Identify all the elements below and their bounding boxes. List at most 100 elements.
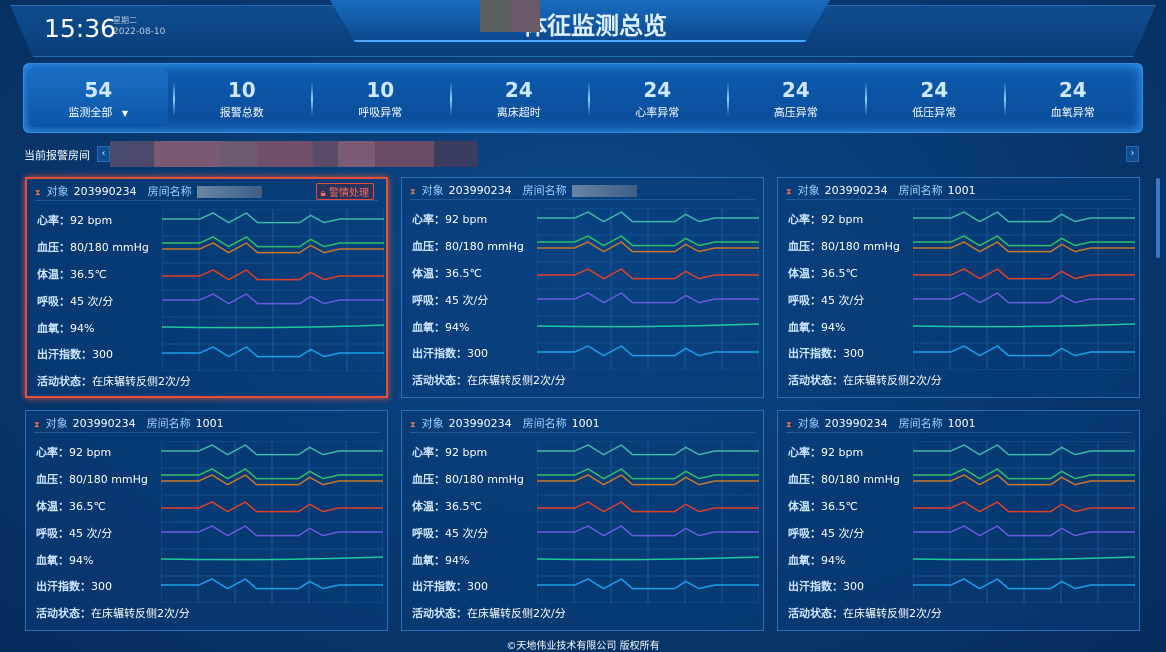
metric-value: 80/180 mmHg xyxy=(70,241,149,254)
metric-label: 活动状态： xyxy=(37,375,92,388)
metric-label: 血氧： xyxy=(412,321,445,334)
metric-label: 心率： xyxy=(36,446,69,459)
metric-label: 体温： xyxy=(788,500,821,513)
card-header: ⧗ 对象 203990234 房间名称 1001 xyxy=(34,415,379,433)
stat-label: 低压异常 xyxy=(912,106,957,119)
metric-value: 36.5℃ xyxy=(445,500,482,513)
alert-handle-button[interactable]: 🔒︎ 警情处理 xyxy=(315,183,374,200)
wave-temp xyxy=(537,501,759,513)
metric-temp: 体温：36.5℃ xyxy=(788,265,858,281)
prev-button[interactable]: ‹ xyxy=(97,146,110,162)
metric-resp: 呼吸：45 次/分 xyxy=(412,292,488,308)
metric-value: 在床辗转反侧2次/分 xyxy=(92,375,191,388)
metric-label: 活动状态： xyxy=(412,374,467,387)
metric-activity: 活动状态：在床辗转反侧2次/分 xyxy=(412,605,566,621)
metric-activity: 活动状态：在床辗转反侧2次/分 xyxy=(412,372,566,388)
stat-item[interactable]: 10 呼吸异常 xyxy=(311,64,450,132)
card-header: ⧗ 对象 203990234 房间名称 1001 xyxy=(410,415,755,433)
metric-heart: 心率：92 bpm xyxy=(788,444,863,460)
stat-item[interactable]: 24 血氧异常 xyxy=(1003,64,1143,132)
metric-label: 呼吸： xyxy=(412,294,445,307)
wave-heart xyxy=(913,211,1135,223)
metric-value: 45 次/分 xyxy=(70,295,114,308)
stat-value: 54 xyxy=(84,78,113,102)
room-name-masked xyxy=(571,185,637,197)
monitor-card[interactable]: ⧗ 对象 203990234 房间名称 1001 心率：92 bpm 血压：80/180 m… xyxy=(777,177,1140,398)
stat-item[interactable]: 24 离床超时 xyxy=(449,64,589,132)
metric-sweat: 出汗指数：300 xyxy=(788,578,864,594)
wave-sweat xyxy=(161,578,383,590)
metric-value: 在床辗转反侧2次/分 xyxy=(843,374,942,387)
wave-spo2 xyxy=(913,556,1135,561)
card-header: ⧗ 对象 203990234 房间名称 1001 xyxy=(786,415,1131,433)
room-name: 1001 xyxy=(947,184,976,197)
metric-label: 血压： xyxy=(788,473,821,486)
metric-heart: 心率：92 bpm xyxy=(36,444,111,460)
room-label: 房间名称 xyxy=(898,184,943,197)
metric-label: 出汗指数： xyxy=(37,348,92,361)
wave-sweat xyxy=(913,578,1135,590)
stat-item[interactable]: 24 低压异常 xyxy=(865,64,1004,132)
stat-value: 24 xyxy=(1058,78,1087,102)
room-label: 房间名称 xyxy=(147,185,192,198)
expand-icon: ⧗ xyxy=(786,420,792,429)
monitor-card[interactable]: ⧗ 对象 203990234 房间名称 1001 心率：92 bpm 血压：80/180 m… xyxy=(25,410,388,631)
chevron-down-icon[interactable]: ▼ xyxy=(121,109,129,118)
monitor-card[interactable]: ⧗ 对象 203990234 房间名称 1001 心率：92 bpm 血压：80/180 m… xyxy=(777,410,1140,631)
wave-temp xyxy=(913,501,1135,513)
wave-heart xyxy=(162,212,384,224)
metric-temp: 体温：36.5℃ xyxy=(412,498,482,514)
metric-label: 血压： xyxy=(412,473,445,486)
metric-bp: 血压：80/180 mmHg xyxy=(36,471,148,487)
monitor-card[interactable]: ⧗ 对象 203990234 房间名称 心率：92 bpm 血压：80/180 mmHg 体… xyxy=(401,177,764,398)
object-label: 对象 xyxy=(421,184,444,197)
stat-item[interactable]: 24 高压异常 xyxy=(726,64,866,132)
scrollbar[interactable] xyxy=(1156,178,1160,258)
object-id: 203990234 xyxy=(448,417,512,430)
metric-label: 活动状态： xyxy=(788,607,843,620)
room-name: 1001 xyxy=(947,417,976,430)
alarm-rooms-list[interactable] xyxy=(110,141,478,167)
stat-value: 24 xyxy=(504,78,533,102)
room-label: 房间名称 xyxy=(146,417,191,430)
metric-label: 活动状态： xyxy=(36,607,91,620)
metric-value: 94% xyxy=(821,321,846,334)
expand-icon: ⧗ xyxy=(35,188,41,197)
metric-resp: 呼吸：45 次/分 xyxy=(788,525,864,541)
metric-label: 血氧： xyxy=(36,554,69,567)
room-label: 房间名称 xyxy=(522,417,567,430)
stat-label: 监测全部 xyxy=(68,106,113,119)
metric-value: 在床辗转反侧2次/分 xyxy=(843,607,942,620)
room-name: 1001 xyxy=(571,417,600,430)
wave-bp-low xyxy=(913,474,1135,486)
metric-temp: 体温：36.5℃ xyxy=(36,498,106,514)
vitals-waveform-chart xyxy=(537,208,759,370)
card-header: ⧗ 对象 203990234 房间名称 xyxy=(410,182,755,200)
metric-value: 80/180 mmHg xyxy=(445,240,524,253)
wave-bp-high xyxy=(913,235,1135,247)
stat-item[interactable]: 54 监测全部 ▼ xyxy=(29,69,168,127)
wave-sweat xyxy=(537,345,759,357)
stat-item[interactable]: 10 报警总数 xyxy=(172,64,312,132)
stat-value: 10 xyxy=(366,78,395,102)
metric-value: 36.5℃ xyxy=(70,268,107,281)
object-id: 203990234 xyxy=(73,185,137,198)
metric-label: 心率： xyxy=(37,214,70,227)
vitals-waveform-chart xyxy=(161,441,383,603)
metric-value: 36.5℃ xyxy=(821,267,858,280)
metric-label: 呼吸： xyxy=(788,527,821,540)
metric-bp: 血压：80/180 mmHg xyxy=(788,471,900,487)
wave-temp xyxy=(161,501,383,513)
expand-icon: ⧗ xyxy=(34,420,40,429)
next-button[interactable]: › xyxy=(1126,146,1139,162)
metric-spo2: 血氧：94% xyxy=(37,320,94,336)
stat-label: 血氧异常 xyxy=(1050,106,1095,119)
title-box: 体征监测总览 xyxy=(330,0,830,42)
alarm-rooms-label: 当前报警房间 xyxy=(24,149,90,162)
stat-item[interactable]: 24 心率异常 xyxy=(588,64,727,132)
monitor-card[interactable]: ⧗ 对象 203990234 房间名称 🔒︎ 警情处理 心率：92 bpm 血压：80/18… xyxy=(25,177,388,398)
wave-spo2 xyxy=(913,323,1135,328)
metric-value: 300 xyxy=(92,348,113,361)
monitor-card[interactable]: ⧗ 对象 203990234 房间名称 1001 心率：92 bpm 血压：80/180 m… xyxy=(401,410,764,631)
metric-sweat: 出汗指数：300 xyxy=(36,578,112,594)
